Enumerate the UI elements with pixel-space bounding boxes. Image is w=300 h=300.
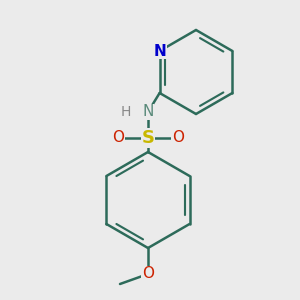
Text: O: O [172,130,184,146]
Text: N: N [153,44,166,59]
Text: H: H [121,105,131,119]
Text: N: N [142,104,154,119]
Text: O: O [112,130,124,146]
Text: S: S [142,129,154,147]
Text: O: O [142,266,154,281]
